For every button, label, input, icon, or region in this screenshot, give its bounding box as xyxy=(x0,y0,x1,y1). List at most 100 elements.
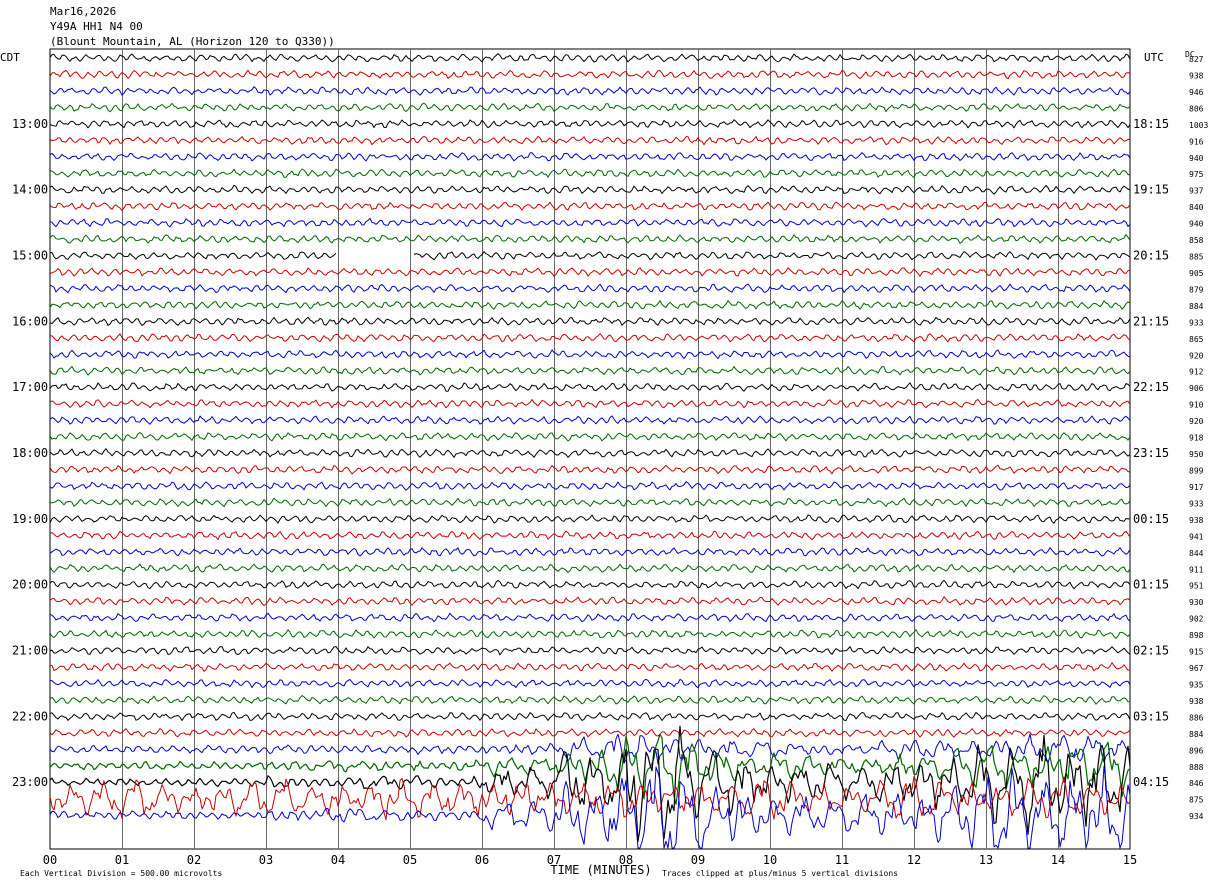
seismic-trace xyxy=(49,547,1131,557)
left-hour-label: 13:00 xyxy=(12,117,48,131)
seismic-trace xyxy=(49,629,1131,639)
vertical-scale-note: Each Vertical Division = 500.00 microvol… xyxy=(20,869,222,878)
trace-dc-value: 846 xyxy=(1189,779,1204,788)
trace-dc-value: 941 xyxy=(1189,532,1204,541)
seismic-trace xyxy=(49,563,1131,573)
trace-dc-value: 938 xyxy=(1189,516,1204,525)
trace-dc-value: 844 xyxy=(1189,549,1204,558)
seismic-trace xyxy=(49,316,1131,326)
trace-dc-value: 938 xyxy=(1189,697,1204,706)
trace-dc-value: 875 xyxy=(1189,796,1204,805)
x-tick-label: 00 xyxy=(43,853,57,867)
seismic-trace xyxy=(49,184,1131,195)
right-hour-label: 00:15 xyxy=(1133,512,1169,526)
trace-dc-value: 879 xyxy=(1189,285,1204,294)
seismic-trace xyxy=(49,53,1131,63)
trace-dc-value: 967 xyxy=(1189,664,1204,673)
right-hour-label: 21:15 xyxy=(1133,314,1169,328)
x-tick-label: 04 xyxy=(331,853,345,867)
trace-dc-value: 840 xyxy=(1189,203,1204,212)
seismic-trace xyxy=(49,366,1131,376)
trace-dc-value: 858 xyxy=(1189,236,1204,245)
minute-grid xyxy=(49,48,1131,850)
seismic-traces xyxy=(49,53,1131,849)
axis-labels: 8279389468061003916940975937840940858885… xyxy=(0,50,1208,878)
clipping-note: Traces clipped at plus/minus 5 vertical … xyxy=(662,869,898,878)
x-tick-label: 01 xyxy=(115,853,129,867)
right-hour-label: 23:15 xyxy=(1133,446,1169,460)
trace-dc-value: 930 xyxy=(1189,598,1204,607)
seismic-trace xyxy=(49,349,1131,360)
left-hour-label: 17:00 xyxy=(12,380,48,394)
left-hour-label: 21:00 xyxy=(12,644,48,658)
trace-dc-value: 884 xyxy=(1189,302,1204,311)
seismic-trace xyxy=(49,711,1131,721)
seismic-trace xyxy=(49,102,1131,113)
trace-dc-value: 905 xyxy=(1189,269,1204,278)
trace-dc-value: 937 xyxy=(1189,187,1204,196)
trace-dc-value: 865 xyxy=(1189,335,1204,344)
seismic-trace xyxy=(49,776,1131,821)
left-hour-label: 22:00 xyxy=(12,709,48,723)
seismic-trace xyxy=(49,662,1131,672)
seismic-trace xyxy=(49,217,1131,228)
x-tick-label: 14 xyxy=(1051,853,1065,867)
right-hour-label: 02:15 xyxy=(1133,644,1169,658)
seismic-trace xyxy=(49,267,1131,277)
seismic-trace xyxy=(49,251,1131,261)
trace-dc-value: 910 xyxy=(1189,401,1204,410)
seismic-trace xyxy=(49,201,1131,211)
seismic-trace xyxy=(49,86,1131,96)
left-hour-label: 14:00 xyxy=(12,183,48,197)
seismic-trace xyxy=(49,234,1131,244)
trace-dc-value: 920 xyxy=(1189,417,1204,426)
trace-dc-value: 950 xyxy=(1189,450,1204,459)
seismic-trace xyxy=(49,579,1131,590)
trace-dc-value: 886 xyxy=(1189,713,1204,722)
trace-dc-value: 975 xyxy=(1189,170,1204,179)
seismic-trace xyxy=(49,152,1131,162)
seismic-trace xyxy=(49,514,1130,524)
seismic-trace xyxy=(49,283,1131,294)
seismic-trace xyxy=(49,448,1131,458)
seismic-trace xyxy=(49,333,1131,343)
plot-frame xyxy=(49,48,1131,850)
trace-dc-value: 916 xyxy=(1189,137,1204,146)
trace-dc-value: 911 xyxy=(1189,565,1204,574)
seismic-trace xyxy=(49,464,1131,475)
right-hour-label: 22:15 xyxy=(1133,380,1169,394)
x-tick-label: 07 xyxy=(547,853,561,867)
left-hour-label: 19:00 xyxy=(12,512,48,526)
seismic-trace xyxy=(49,399,1131,409)
x-tick-label: 12 xyxy=(907,853,921,867)
seismic-trace xyxy=(49,432,1131,442)
seismic-trace xyxy=(49,695,1131,705)
right-hour-label: 19:15 xyxy=(1133,183,1169,197)
trace-dc-value: 920 xyxy=(1189,351,1204,360)
seismic-trace xyxy=(49,728,1131,738)
right-hour-label: 20:15 xyxy=(1133,249,1169,263)
trace-dc-value: 906 xyxy=(1189,384,1204,393)
x-tick-label: 13 xyxy=(979,853,993,867)
trace-dc-value: 934 xyxy=(1189,812,1204,821)
left-hour-label: 18:00 xyxy=(12,446,48,460)
trace-dc-value: 946 xyxy=(1189,88,1204,97)
trace-dc-value: 885 xyxy=(1189,253,1204,262)
seismic-trace xyxy=(49,530,1131,541)
right-hour-label: 01:15 xyxy=(1133,578,1169,592)
trace-dc-value: 884 xyxy=(1189,730,1204,739)
trace-dc-value: 940 xyxy=(1189,220,1204,229)
trace-dc-value: 899 xyxy=(1189,467,1204,476)
trace-dc-value: 938 xyxy=(1189,71,1204,80)
trace-dc-value: 940 xyxy=(1189,154,1204,163)
right-hour-label: 04:15 xyxy=(1133,775,1169,789)
trace-dc-value: 912 xyxy=(1189,368,1204,377)
x-axis-label: TIME (MINUTES) xyxy=(550,863,651,877)
x-tick-label: 05 xyxy=(403,853,417,867)
seismic-trace xyxy=(49,135,1131,146)
dc-label: DC xyxy=(1185,50,1195,59)
seismic-trace xyxy=(49,382,1131,392)
x-tick-label: 15 xyxy=(1123,853,1137,867)
seismic-trace xyxy=(50,497,1131,507)
